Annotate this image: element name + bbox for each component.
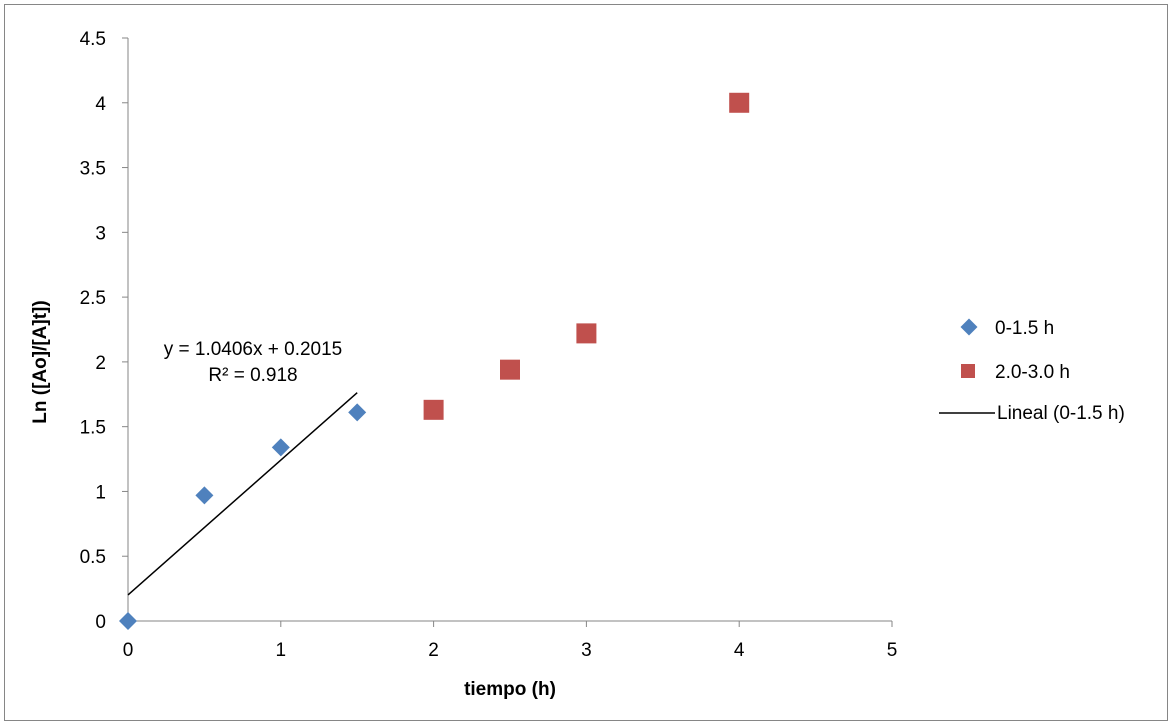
- data-point-diamond: [271, 438, 290, 457]
- data-point-square: [576, 323, 597, 344]
- legend-marker-diamond: [960, 318, 978, 336]
- y-tick-label: 2.5: [80, 288, 106, 309]
- x-tick-label: 2: [428, 640, 439, 661]
- x-tick-label: 4: [734, 640, 745, 661]
- y-tick-label: 2: [95, 353, 106, 374]
- y-axis-title: Ln ([Ao]/[A]t]): [30, 300, 51, 423]
- y-tick-label: 4.5: [80, 29, 106, 50]
- legend-label-trendline: Lineal (0-1.5 h): [997, 403, 1125, 424]
- y-tick-label: 0.5: [80, 547, 106, 568]
- trendline: [127, 392, 358, 596]
- y-ticks: 0 0.5 1 1.5 2 2.5 3 3.5 4 4.5: [80, 29, 128, 633]
- y-tick-label: 1.5: [80, 418, 106, 439]
- legend-label-series-1: 0-1.5 h: [995, 318, 1054, 339]
- y-tick-label: 1: [95, 482, 106, 503]
- x-tick-label: 5: [887, 640, 898, 661]
- legend-marker-square: [961, 364, 975, 378]
- x-tick-label: 3: [581, 640, 592, 661]
- axes: 0 0.5 1 1.5 2 2.5 3 3.5 4 4.5 0 1 2 3 4 5: [80, 29, 898, 661]
- data-point-square: [423, 399, 444, 420]
- data-points: [119, 92, 750, 630]
- x-ticks: 0 1 2 3 4 5: [123, 621, 898, 661]
- data-point-square: [500, 359, 520, 380]
- y-tick-label: 3.5: [80, 159, 106, 180]
- data-point-diamond: [195, 486, 214, 505]
- chart-frame: [4, 4, 1168, 721]
- trendline-r-squared: R² = 0.918: [208, 365, 297, 386]
- y-tick-label: 0: [95, 612, 106, 633]
- x-axis-title: tiempo (h): [464, 679, 556, 700]
- x-tick-label: 1: [276, 640, 287, 661]
- trendline-group: y = 1.0406x + 0.2015 R² = 0.918: [127, 339, 358, 596]
- x-tick-label: 0: [123, 640, 134, 661]
- y-tick-label: 3: [95, 223, 106, 244]
- data-point-diamond: [119, 612, 137, 630]
- legend: 0-1.5 h 2.0-3.0 h Lineal (0-1.5 h): [939, 318, 1125, 424]
- data-point-diamond: [348, 403, 367, 422]
- legend-label-series-2: 2.0-3.0 h: [995, 362, 1070, 383]
- trendline-equation: y = 1.0406x + 0.2015: [164, 339, 343, 360]
- data-point-square: [729, 92, 750, 113]
- y-tick-label: 4: [95, 94, 106, 115]
